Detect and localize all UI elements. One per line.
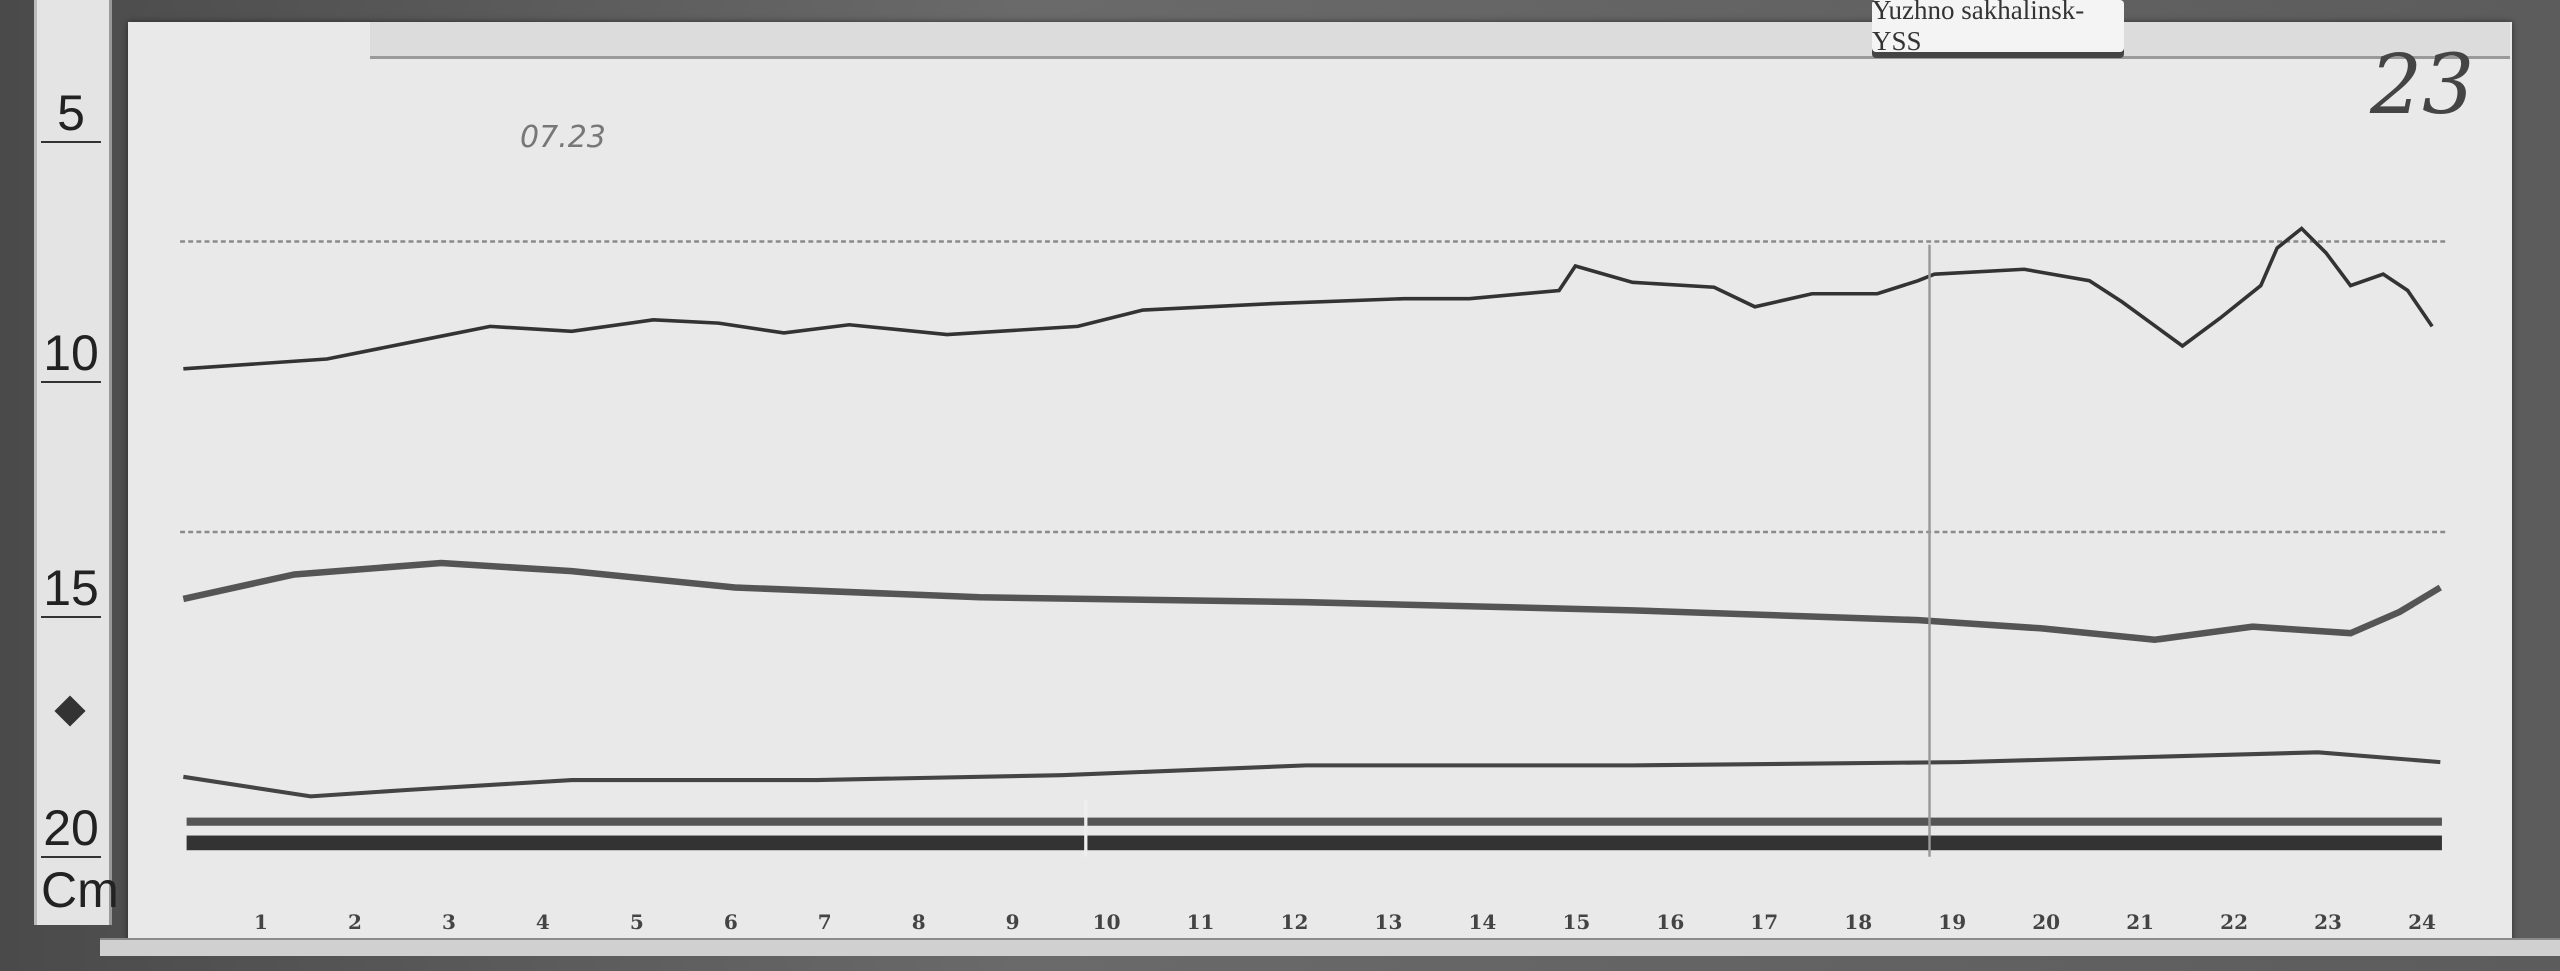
bottom-strip [100,938,2560,956]
hour-label: 18 [1844,910,1873,934]
trace-d [182,559,2442,644]
hour-label: 2 [347,910,362,934]
station-label: Yuzhno sakhalinsk-YSS [1872,0,2124,56]
hour-label: 19 [1938,910,1967,934]
trace-z [183,750,2441,799]
hour-label: 10 [1092,910,1121,934]
hour-label: 22 [2220,910,2248,934]
ruler-mark: 10 [41,325,101,383]
scale-ruler: 5 10 15 20 Cm [34,0,119,925]
hour-label: 3 [441,910,456,934]
hour-label: 5 [629,910,644,934]
hour-label: 11 [1186,910,1215,934]
hour-label: 9 [1005,910,1020,934]
hour-label: 16 [1656,910,1685,934]
time-band-upper [186,817,2442,826]
hour-label: 17 [1750,910,1779,934]
time-band-lower [186,835,2442,851]
trace-h [183,226,2434,371]
hour-label: 20 [2032,910,2061,934]
hour-label: 13 [1374,910,1403,934]
hour-label: 7 [817,910,832,934]
hour-label: 4 [535,910,550,934]
ruler-mark: 20 [41,800,101,858]
hour-label: 8 [911,910,926,934]
top-strip [370,22,2510,59]
ruler-mark: 5 [41,85,101,143]
hour-label: 6 [723,910,738,934]
hour-label: 24 [2408,910,2436,934]
hour-label: 15 [1562,910,1591,934]
magnetogram-paper [128,22,2512,947]
hour-label: 14 [1468,910,1497,934]
hour-label: 1 [254,910,268,934]
hour-label: 23 [2314,910,2342,934]
plate-number: 23 [2370,38,2475,133]
date-note: 07.23 [520,120,606,155]
ruler-mark: 15 [41,560,101,618]
hour-label: 21 [2126,910,2155,934]
hour-label: 12 [1280,910,1309,934]
